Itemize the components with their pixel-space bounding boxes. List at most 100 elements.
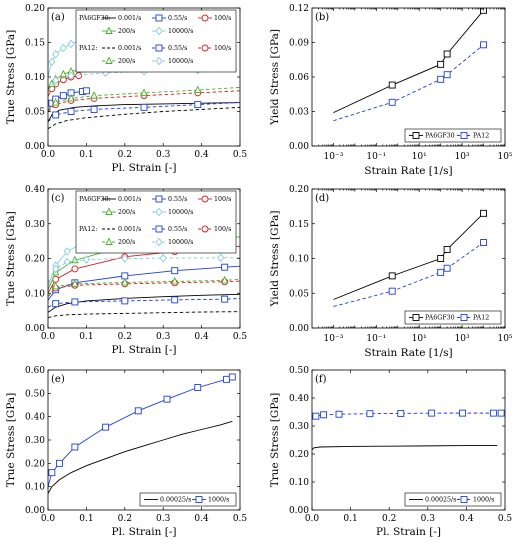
y-axis-label: Yield Stress [GPa] <box>269 29 281 126</box>
data-point <box>171 267 179 275</box>
y-tick-label: 0.05 <box>25 108 45 118</box>
y-tick-label: 0.15 <box>289 220 309 230</box>
legend-entry: 100/s <box>214 15 231 22</box>
legend-entry: 200/s <box>118 209 135 216</box>
panel-label: (b) <box>315 12 329 23</box>
series-line-5 <box>48 311 240 319</box>
x-tick-label: 0.2 <box>382 514 396 524</box>
data-point <box>90 105 98 113</box>
data-point <box>67 108 75 115</box>
x-tick-label: 0.0 <box>305 514 320 524</box>
plot-frame <box>47 369 241 511</box>
plot-frame <box>311 369 506 511</box>
data-point <box>82 255 90 264</box>
data-point <box>52 264 60 274</box>
data-point <box>223 375 231 383</box>
data-point <box>63 247 71 256</box>
y-tick-label: 0.00 <box>25 324 45 334</box>
legend-entry: 0.001/s <box>118 226 141 233</box>
legend-box <box>404 310 502 325</box>
x-tick-label: 10⁵ <box>497 152 512 162</box>
data-point <box>59 92 67 100</box>
y-tick-label: 0.05 <box>289 289 309 299</box>
chart-panel-b: 10⁻³ 10⁻¹ 10¹ 10³ 10⁵ 0.00 0.03 0.06 0.09 0.12 Str… <box>269 4 513 177</box>
x-tick-label: 10¹ <box>412 152 427 162</box>
y-tick-label: 0.06 <box>289 73 309 83</box>
x-tick-label: 0.5 <box>233 150 248 160</box>
data-point <box>388 98 396 106</box>
legend-swatch-marker <box>105 56 113 64</box>
data-point <box>428 409 436 417</box>
y-tick-label: 0.20 <box>25 459 45 469</box>
x-tick-label: 10⁻³ <box>324 334 344 344</box>
legend-entry: 0.55/s <box>168 196 187 203</box>
x-axis-label: Pl. Strain [-] <box>376 526 441 538</box>
x-tick-label: 0.3 <box>156 332 171 342</box>
data-point <box>51 281 60 290</box>
y-tick-label: 0.15 <box>25 39 45 49</box>
data-point <box>71 298 79 306</box>
data-point <box>171 296 179 304</box>
data-point <box>335 410 343 418</box>
x-axis-label: Pl. Strain [-] <box>112 526 177 538</box>
data-point <box>480 8 488 14</box>
x-tick-label: 0.0 <box>41 514 56 524</box>
data-point <box>52 111 60 119</box>
legend-box <box>139 492 237 507</box>
data-point <box>56 459 63 467</box>
legend: PA6GF30 PA12 <box>404 310 502 325</box>
plot-frame <box>311 188 506 329</box>
data-point <box>90 91 98 99</box>
panel-label: (f) <box>315 374 327 385</box>
data-point <box>480 41 488 49</box>
y-tick-label: 0.40 <box>289 394 309 404</box>
data-point <box>312 412 320 420</box>
data-point <box>71 265 79 273</box>
legend-entry: 0.00025/s <box>425 497 456 504</box>
y-tick-label: 0.00 <box>25 506 45 516</box>
legend-entry: 1000/s <box>208 497 229 504</box>
legend-swatch-marker <box>412 132 420 139</box>
data-point <box>443 71 451 79</box>
y-tick-label: 0.30 <box>289 422 309 432</box>
data-point <box>221 295 229 303</box>
x-tick-label: 0.3 <box>156 150 171 160</box>
series-line-0 <box>312 445 498 451</box>
data-point <box>48 57 56 67</box>
legend-swatch-marker <box>195 496 203 503</box>
series-line-1 <box>312 412 502 419</box>
legend-entry: 10000/s <box>168 239 193 246</box>
chart-panel-e: 0.0 0.1 0.2 0.3 0.4 0.5 0.00 0.10 0.20 0.30 0.40 0.… <box>5 366 247 538</box>
data-point <box>459 409 466 417</box>
data-point <box>121 277 129 286</box>
x-tick-label: 0.1 <box>79 332 93 342</box>
legend-entry: 100/s <box>214 226 231 233</box>
plot-area <box>312 409 505 451</box>
chart-panel-f: 0.0 0.1 0.2 0.3 0.4 0.5 0.00 0.10 0.20 0.30 0.40 0.… <box>269 366 512 538</box>
data-point <box>59 43 67 53</box>
data-point <box>52 49 60 59</box>
legend-box <box>404 492 502 507</box>
data-point <box>221 263 229 271</box>
x-tick-label: 0.5 <box>233 514 248 524</box>
y-tick-label: 0.10 <box>289 478 309 488</box>
legend-entry: PA12 <box>473 133 489 140</box>
data-point <box>59 69 68 78</box>
legend-entry: 10000/s <box>168 58 193 65</box>
data-point <box>121 254 129 263</box>
y-tick-label: 0.09 <box>289 39 309 49</box>
data-point <box>320 411 328 419</box>
x-tick-label: 0.3 <box>156 514 171 524</box>
data-point <box>121 297 129 305</box>
x-tick-label: 10⁻¹ <box>366 334 386 344</box>
data-point <box>140 88 148 96</box>
y-tick-label: 0.10 <box>25 483 45 493</box>
data-point <box>67 71 75 80</box>
x-axis-label: Strain Rate [1/s] <box>364 347 452 359</box>
data-point <box>228 373 236 381</box>
x-axis-label: Pl. Strain [-] <box>112 162 177 174</box>
y-tick-label: 0.40 <box>25 185 45 195</box>
panel-label: (a) <box>51 12 65 23</box>
y-axis-label: True Stress [GPa] <box>269 393 281 488</box>
